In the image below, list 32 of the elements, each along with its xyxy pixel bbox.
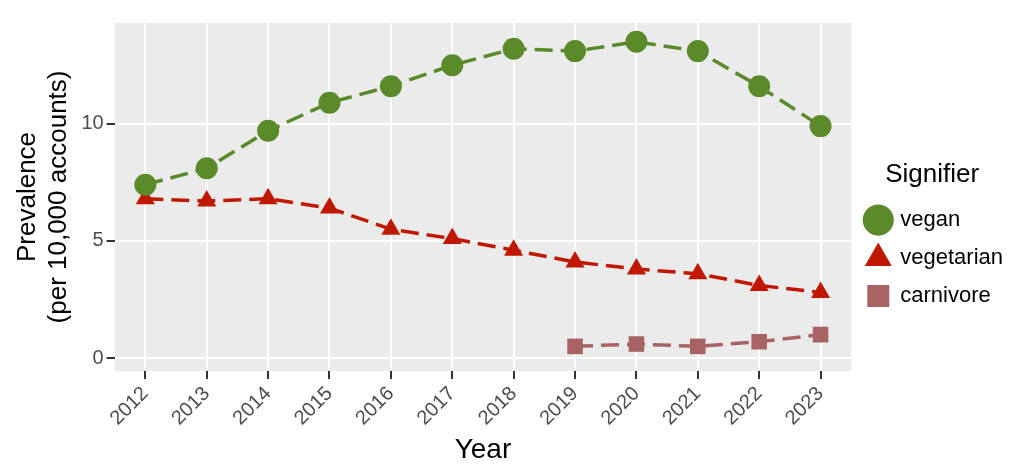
point: [318, 91, 341, 114]
point: [195, 157, 218, 180]
x-axis-title: Year: [454, 432, 512, 464]
point: [688, 262, 708, 280]
legend-label: vegetarian: [900, 244, 1004, 270]
legend-label: vegan: [900, 206, 961, 232]
point: [258, 187, 278, 205]
y-axis-title: Prevalence (per 10,000 accounts): [10, 70, 72, 324]
legend-label: carnivore: [900, 282, 991, 308]
y-tick-label: 5: [92, 228, 104, 251]
point: [134, 173, 157, 196]
point: [502, 37, 525, 60]
point: [686, 40, 709, 63]
point: [441, 54, 464, 77]
point: [379, 75, 402, 98]
legend-title: Signifier: [885, 158, 980, 189]
point: [442, 227, 462, 245]
point: [748, 75, 771, 98]
point: [749, 274, 769, 291]
point: [626, 258, 646, 275]
point: [381, 218, 401, 235]
point: [625, 30, 648, 53]
point: [319, 197, 340, 214]
point: [197, 190, 217, 207]
point: [504, 239, 524, 256]
point: [565, 251, 585, 268]
point: [564, 40, 587, 63]
y-tick-label: 0: [92, 345, 104, 368]
y-tick-label: 10: [81, 111, 104, 134]
point: [809, 115, 832, 138]
point: [811, 281, 831, 298]
point: [257, 119, 280, 142]
